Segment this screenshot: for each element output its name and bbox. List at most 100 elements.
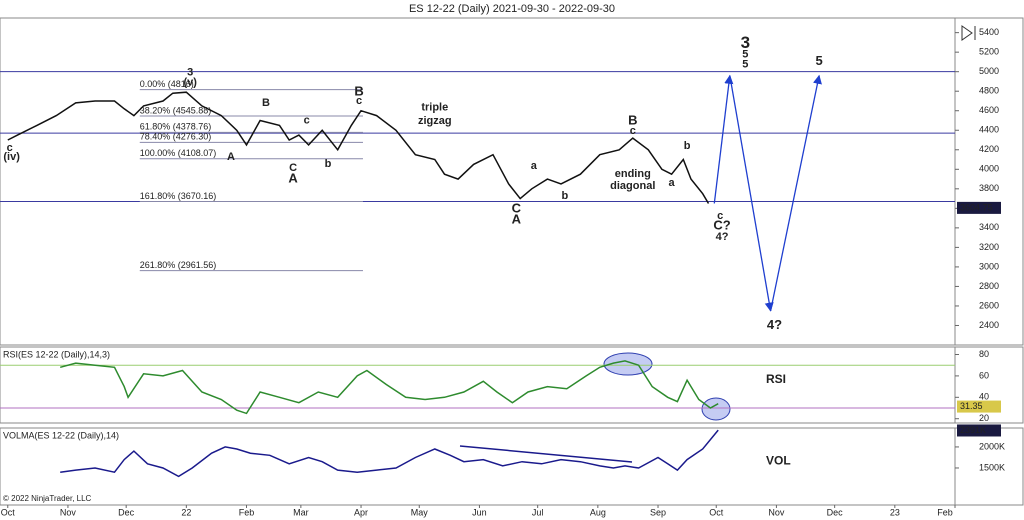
series-line [7, 91, 710, 204]
x-tick-label: Jul [532, 507, 544, 517]
wave-label: C [512, 201, 522, 216]
wave-label: c [304, 114, 310, 126]
x-tick-label: Mar [293, 507, 309, 517]
fib-label: 38.20% (4545.88) [140, 105, 212, 115]
wave-label: B [354, 83, 363, 98]
last-value-label: 31.35 [960, 401, 983, 411]
panel-name: VOL [766, 454, 791, 468]
fib-label: 61.80% (4378.76) [140, 122, 212, 132]
wave-label: (iv) [3, 151, 20, 163]
wave-label: triple [421, 102, 448, 114]
wave-label: 5 [742, 59, 748, 71]
wave-label: b [684, 140, 691, 152]
panel-label: VOLMA(ES 12-22 (Daily),14) [3, 430, 119, 440]
y-tick-label: 2600 [979, 300, 999, 310]
wave-label: c [630, 125, 636, 137]
wave-label: B [628, 112, 637, 127]
x-tick-label: Oct [1, 507, 16, 517]
y-tick-label: 2400 [979, 320, 999, 330]
projection-arrow [769, 74, 822, 311]
wave-label: 5 [742, 49, 748, 61]
wave-label: 3 [741, 33, 750, 52]
series-line [60, 429, 719, 478]
wave-label: c [7, 142, 13, 154]
highlight [701, 397, 731, 421]
projection-arrow [713, 74, 734, 204]
wave-label: b [561, 190, 568, 202]
y-tick-label: 4400 [979, 125, 999, 135]
wave-label: 5 [816, 53, 823, 68]
y-tick-label: 2800 [979, 281, 999, 291]
y-tick-label: 3800 [979, 183, 999, 193]
wave-label: 4? [716, 231, 729, 243]
wave-label: C? [713, 218, 730, 233]
last-value-box [957, 400, 1001, 413]
wave-label: ending [615, 168, 651, 180]
y-tick-label: 4000 [979, 164, 999, 174]
wave-label: B [262, 97, 270, 109]
x-tick-label: Nov [60, 507, 77, 517]
x-tick-label: Jun [472, 507, 487, 517]
wave-label: (v) [183, 77, 197, 89]
wave-label: 3 [187, 67, 193, 79]
wave-label: a [531, 160, 538, 172]
y-tick-label: 3200 [979, 242, 999, 252]
last-value-box [957, 424, 1001, 437]
last-value-label: 2391K [960, 425, 986, 435]
nt-icon [961, 25, 976, 41]
panel-frame [0, 17, 1024, 346]
copyright: © 2022 NinjaTrader, LLC [3, 494, 92, 503]
y-tick-label: 80 [979, 349, 989, 359]
y-tick-label: 3000 [979, 261, 999, 271]
y-tick-label: 40 [979, 392, 989, 402]
y-tick-label: 60 [979, 370, 989, 380]
last-value-box [957, 201, 1001, 214]
last-value-label: 3604.75 [960, 202, 993, 212]
wave-label: a [669, 177, 676, 189]
y-tick-label: 5400 [979, 27, 999, 37]
fib-label: 161.80% (3670.16) [140, 191, 217, 201]
wave-label: 4? [767, 317, 782, 332]
x-tick-label: Dec [827, 507, 844, 517]
x-tick-label: Sep [650, 507, 666, 517]
y-tick-label: 20 [979, 413, 989, 423]
x-tick-label: May [411, 507, 429, 517]
wave-label: zigzag [418, 115, 452, 127]
wave-label: c [356, 95, 362, 107]
x-tick-label: Dec [118, 507, 135, 517]
x-tick-label: Nov [768, 507, 785, 517]
wave-label: c [717, 210, 723, 222]
x-tick-label: 23 [890, 507, 900, 517]
highlight [603, 352, 653, 376]
panel-frame [0, 346, 1024, 424]
wave-label: C [289, 162, 297, 174]
y-tick-label: 4600 [979, 105, 999, 115]
y-tick-label: 5200 [979, 47, 999, 57]
wave-label: diagonal [610, 180, 655, 192]
x-tick-label: 22 [181, 507, 191, 517]
y-tick-label: 3400 [979, 222, 999, 232]
fib-label: 100.00% (4108.07) [140, 148, 217, 158]
y-tick-label: 2000K [979, 441, 1005, 451]
fib-label: 261.80% (2961.56) [140, 260, 217, 270]
panel-label: RSI(ES 12-22 (Daily),14,3) [3, 349, 110, 359]
wave-label: A [227, 151, 235, 163]
wave-label: b [325, 158, 332, 170]
wave-label: A [288, 170, 298, 185]
fib-label: 0.00% (4816) [140, 79, 194, 89]
panel-name: RSI [766, 372, 786, 386]
y-tick-label: 4200 [979, 144, 999, 154]
x-tick-label: Feb [239, 507, 255, 517]
y-tick-label: 4800 [979, 86, 999, 96]
trendline [459, 445, 633, 463]
x-tick-label: Oct [709, 507, 724, 517]
x-tick-label: Apr [354, 507, 368, 517]
fib-label: 78.40% (4276.30) [140, 132, 212, 142]
series-line [60, 360, 719, 415]
projection-arrow [729, 75, 774, 312]
x-tick-label: Aug [590, 507, 606, 517]
x-tick-label: Feb [937, 507, 953, 517]
y-tick-label: 5000 [979, 66, 999, 76]
